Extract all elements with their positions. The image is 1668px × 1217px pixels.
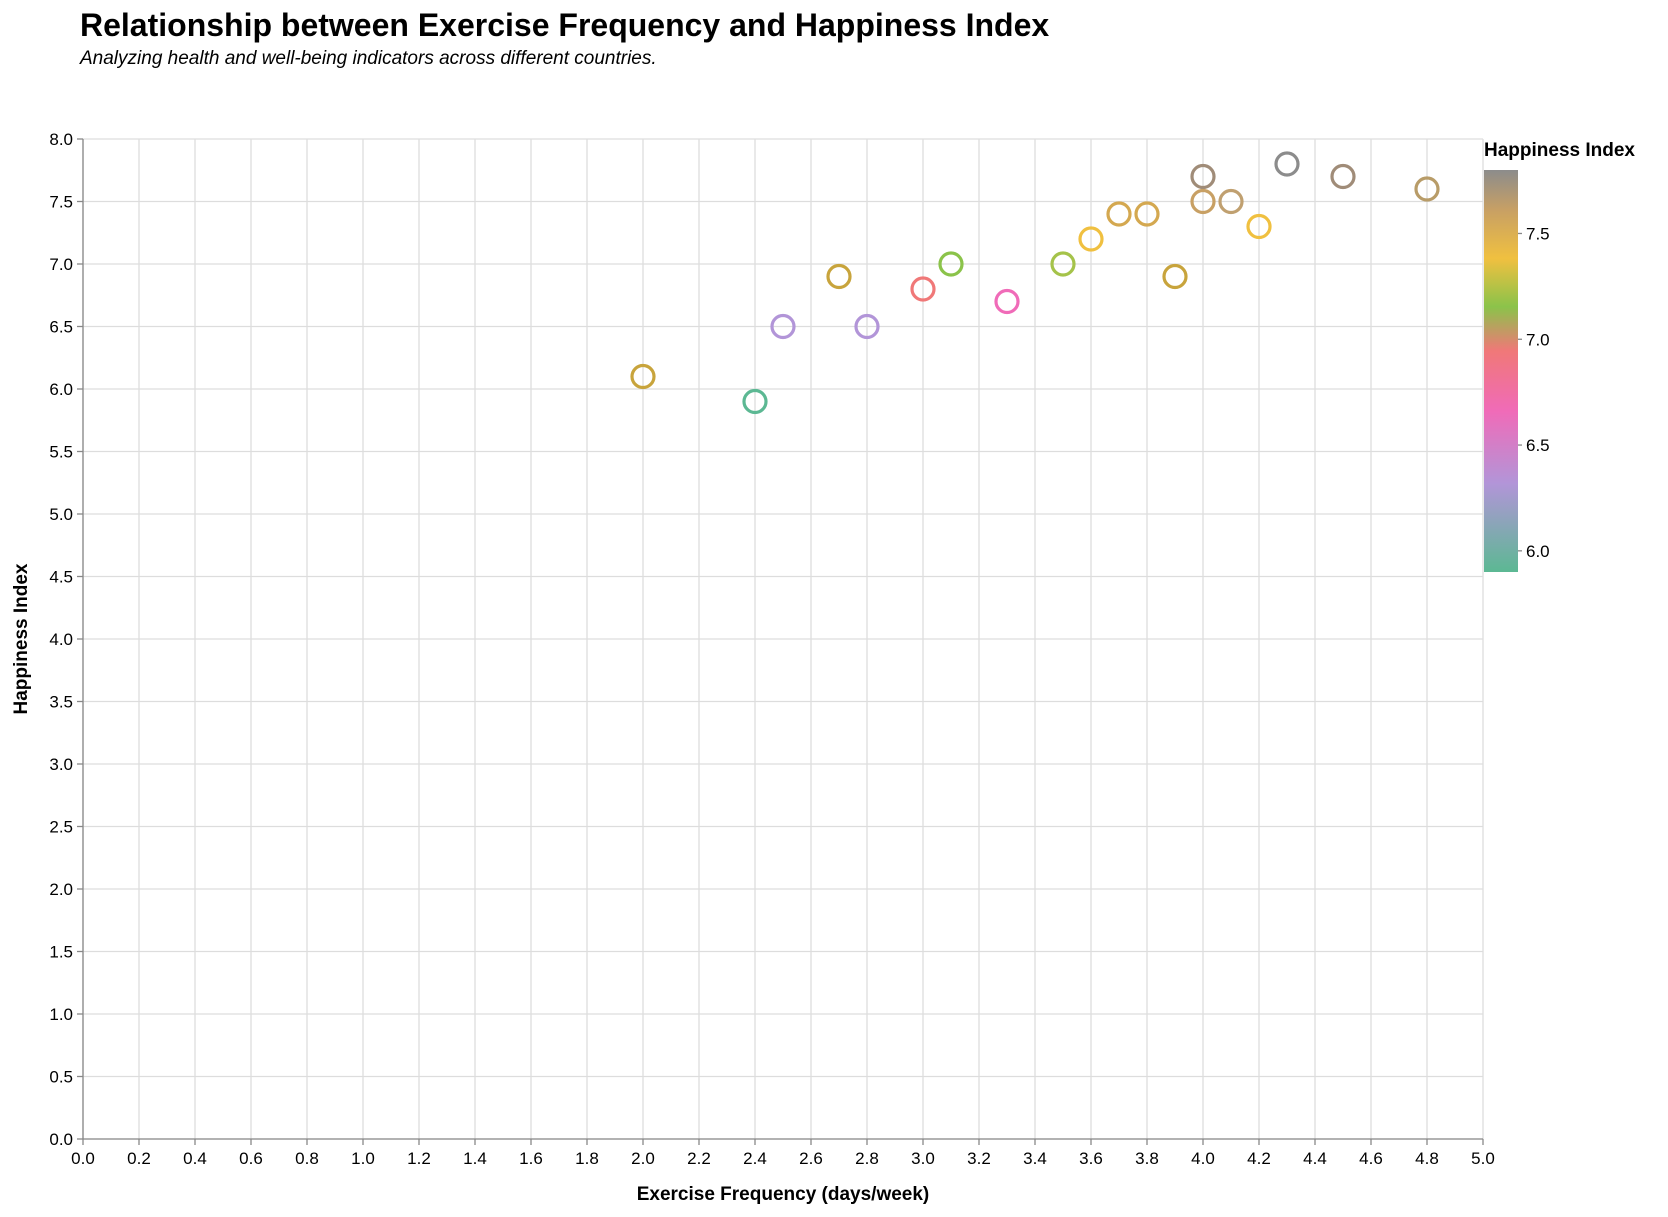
x-tick-label: 2.0 [631,1149,655,1168]
x-tick-label: 0.4 [183,1149,207,1168]
x-tick-label: 3.6 [1079,1149,1103,1168]
legend-gradient-bar [1484,170,1518,572]
data-point[interactable] [826,263,852,290]
x-tick-label: 3.8 [1135,1149,1159,1168]
y-tick-label: 3.0 [49,755,73,774]
x-tick-label: 3.4 [1023,1149,1047,1168]
data-point[interactable] [1274,151,1300,177]
x-tick-label: 1.4 [463,1149,487,1168]
data-points [630,151,1440,415]
x-tick-label: 4.0 [1191,1149,1215,1168]
chart-subtitle: Analyzing health and well-being indicato… [79,48,657,69]
x-tick-label: 1.6 [519,1149,543,1168]
x-tick-label: 0.2 [127,1149,151,1168]
x-tick-label: 4.6 [1359,1149,1383,1168]
data-point[interactable] [1106,201,1132,227]
data-point[interactable] [1162,263,1188,290]
data-point[interactable] [630,363,656,390]
x-tick-label: 1.2 [407,1149,431,1168]
x-tick-label: 2.4 [743,1149,767,1168]
y-tick-label: 2.5 [49,818,73,837]
data-point[interactable] [1078,226,1104,252]
y-axis-title: Happiness Index [11,563,32,714]
x-tick-label: 2.8 [855,1149,879,1168]
x-tick-label: 1.0 [351,1149,375,1168]
y-tick-label: 1.5 [49,943,73,962]
x-axis-ticks: 0.0 0.2 0.4 0.6 0.8 1.0 1.2 1.4 1.6 1.8 2.0 2.2 2.4 2… [71,1139,1495,1168]
data-point[interactable] [1050,251,1076,277]
y-tick-label: 5.5 [49,443,73,462]
data-point[interactable] [938,251,964,277]
data-point[interactable] [1414,176,1440,202]
y-tick-label: 0.0 [49,1130,73,1149]
data-point[interactable] [854,313,880,340]
x-tick-label: 0.8 [295,1149,319,1168]
legend-label: 7.5 [1526,224,1550,243]
y-axis-ticks: 0.0 0.5 1.0 1.5 2.0 2.5 3.0 3.5 4.0 4.5 5.0 5.5 6.0 6… [49,130,83,1149]
x-tick-label: 4.2 [1247,1149,1271,1168]
x-tick-label: 4.8 [1415,1149,1439,1168]
legend-labels: 6.0 6.5 7.0 7.5 [1518,224,1550,561]
x-axis-title: Exercise Frequency (days/week) [637,1184,930,1205]
y-tick-label: 6.5 [49,318,73,337]
data-point[interactable] [1190,163,1216,190]
data-point[interactable] [1218,188,1244,215]
x-tick-label: 4.4 [1303,1149,1327,1168]
y-tick-label: 6.0 [49,380,73,399]
data-point[interactable] [1330,163,1356,190]
y-tick-label: 4.5 [49,568,73,587]
y-tick-label: 7.5 [49,193,73,212]
y-tick-label: 2.0 [49,880,73,899]
data-point[interactable] [742,388,768,415]
x-tick-label: 2.6 [799,1149,823,1168]
y-tick-label: 4.0 [49,630,73,649]
x-tick-label: 3.2 [967,1149,991,1168]
x-tick-label: 5.0 [1471,1149,1495,1168]
data-point[interactable] [910,276,936,302]
y-tick-label: 5.0 [49,505,73,524]
chart-title: Relationship between Exercise Frequency … [80,7,1049,43]
grid [82,138,1484,1140]
y-tick-label: 1.0 [49,1005,73,1024]
color-legend: Happiness Index 6.0 6.5 7.0 7.5 [1484,140,1635,572]
y-tick-label: 8.0 [49,130,73,149]
x-tick-label: 3.0 [911,1149,935,1168]
legend-label: 6.5 [1526,436,1550,455]
x-tick-label: 0.0 [71,1149,95,1168]
data-point[interactable] [1190,188,1216,215]
x-tick-label: 0.6 [239,1149,263,1168]
data-point[interactable] [770,313,796,340]
data-point[interactable] [1246,213,1272,240]
x-tick-label: 2.2 [687,1149,711,1168]
legend-label: 6.0 [1526,542,1550,561]
x-tick-label: 1.8 [575,1149,599,1168]
y-tick-label: 7.0 [49,255,73,274]
y-tick-label: 3.5 [49,693,73,712]
data-point[interactable] [994,288,1020,315]
legend-title: Happiness Index [1484,140,1635,161]
y-tick-label: 0.5 [49,1068,73,1087]
legend-label: 7.0 [1526,330,1550,349]
data-point[interactable] [1134,201,1160,227]
